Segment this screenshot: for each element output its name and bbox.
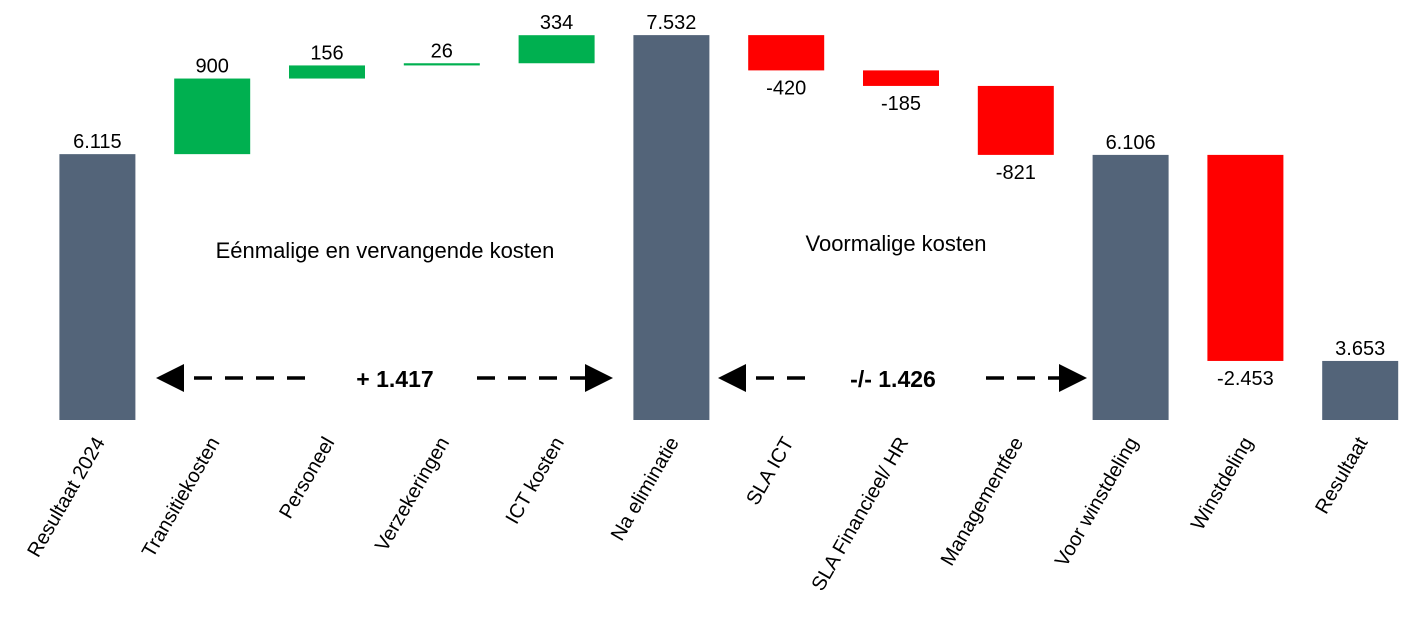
annotation: Eénmalige en vervangende kosten [216,238,555,263]
bar [977,85,1054,155]
bar [59,154,136,420]
x-tick-label: Managementfee [937,434,1028,570]
bar [633,35,710,420]
bar [289,65,365,79]
bar [863,70,939,86]
bar [1322,360,1399,420]
x-tick-label: Na eliminatie [607,434,684,545]
x-tick-label: SLA Financieel/ HR [808,434,914,595]
value-label: -821 [996,162,1036,184]
value-label: 6.106 [1106,132,1156,154]
annotation: Voormalige kosten [806,231,987,256]
x-tick-label: Transitiekosten [138,434,224,562]
x-tick-label: SLA ICT [742,434,798,510]
bar [1207,154,1284,361]
bar [174,78,251,155]
x-tick-label: ICT kosten [502,434,569,528]
value-label: 26 [431,40,453,62]
value-label: 6.115 [73,131,122,153]
x-tick-label: Winstdeling [1187,434,1258,535]
x-tick-label: Resultaat [1311,433,1373,518]
value-label: 7.532 [646,12,696,34]
x-tick-label: Verzekeringen [371,434,454,556]
value-label: 334 [540,12,573,34]
bar [748,35,825,71]
bar [403,63,480,66]
x-tick-label: Personeel [275,434,339,523]
x-tick-label: Voor winstdeling [1051,434,1143,571]
value-label: 3.653 [1335,338,1385,360]
annotation: + 1.417 [356,366,433,392]
value-label: -420 [766,77,806,99]
annotation: -/- 1.426 [850,366,936,392]
bar [518,35,595,64]
x-tick-label: Resultaat 2024 [23,434,109,562]
value-label: -185 [881,93,921,115]
value-label: 156 [310,42,343,64]
bar [1092,154,1169,420]
value-label: 900 [196,56,229,78]
value-label: -2.453 [1217,368,1274,390]
